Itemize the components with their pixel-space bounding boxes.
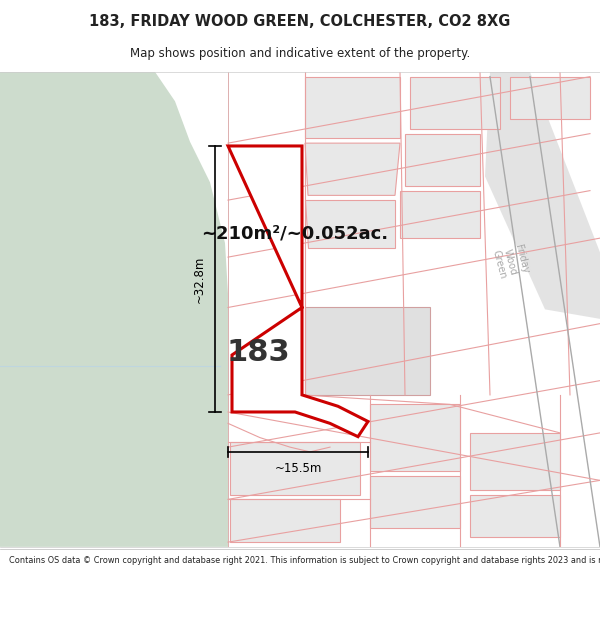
Polygon shape [410,77,500,129]
Text: Friday
Wood
Green: Friday Wood Green [490,243,530,281]
Polygon shape [470,433,560,490]
Polygon shape [228,146,368,437]
Polygon shape [305,200,395,248]
Text: 183: 183 [226,338,290,367]
Polygon shape [370,476,460,528]
Polygon shape [305,143,400,196]
Polygon shape [230,442,360,494]
Polygon shape [305,308,430,395]
Polygon shape [470,494,560,538]
Polygon shape [305,77,400,138]
Polygon shape [510,77,590,119]
Text: Contains OS data © Crown copyright and database right 2021. This information is : Contains OS data © Crown copyright and d… [9,556,600,565]
Polygon shape [485,72,600,319]
Text: 183, FRIDAY WOOD GREEN, COLCHESTER, CO2 8XG: 183, FRIDAY WOOD GREEN, COLCHESTER, CO2 … [89,14,511,29]
Text: ~32.8m: ~32.8m [193,255,205,302]
Text: Map shows position and indicative extent of the property.: Map shows position and indicative extent… [130,48,470,61]
Text: ~210m²/~0.052ac.: ~210m²/~0.052ac. [202,224,389,243]
Polygon shape [405,134,480,186]
Polygon shape [0,72,228,547]
Polygon shape [400,191,480,238]
Polygon shape [370,404,460,471]
Polygon shape [230,499,340,542]
Text: ~15.5m: ~15.5m [274,462,322,476]
